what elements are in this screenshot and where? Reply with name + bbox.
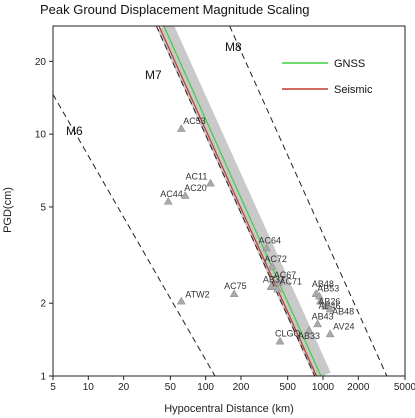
magnitude-label-m6: M6 (66, 124, 83, 138)
station-label-ab37: AB37 (263, 274, 285, 284)
y-tick-label: 10 (35, 130, 47, 141)
station-label-ac75: AC75 (224, 281, 247, 291)
station-marker-atw2 (176, 296, 186, 305)
station-marker-ab33 (304, 325, 314, 334)
x-tick-label: 20 (118, 382, 130, 393)
x-tick-label: 2000 (347, 382, 370, 393)
station-marker-ac75 (229, 289, 239, 297)
station-marker-ac64 (262, 243, 271, 252)
station-marker-ac53 (176, 124, 186, 132)
magnitude-line-m7 (155, 26, 316, 376)
chart-title: Peak Ground Displacement Magnitude Scali… (40, 2, 310, 17)
x-tick-label: 500 (279, 382, 296, 393)
station-label-av24: AV24 (333, 321, 354, 331)
station-marker-ac11 (206, 178, 215, 187)
station-marker-ab43 (313, 319, 323, 328)
station-marker-ac71 (273, 284, 282, 293)
legend-label-seismic: Seismic (334, 84, 373, 96)
station-label-ab43: AB43 (312, 311, 334, 321)
x-tick-label: 200 (233, 382, 250, 393)
legend: GNSS Seismic (272, 42, 380, 106)
station-label-ac64: AC64 (258, 235, 281, 245)
plot-area: M6 M7 M8 5 10 20 50 100 200 500 1000 2000 5000 1 2 5 10 2… (35, 25, 415, 393)
x-tick-label: 1000 (312, 382, 335, 393)
station-marker-ab26 (315, 296, 325, 305)
station-marker-ab37 (266, 282, 276, 291)
x-tick-label: 5000 (394, 382, 415, 393)
station-label-ac11: AC11 (186, 172, 208, 182)
x-tick-label: 5 (50, 382, 56, 393)
station-marker-ac67 (274, 277, 284, 286)
y-tick-label: 1 (40, 372, 46, 383)
magnitude-line-m6 (53, 94, 216, 376)
station-label-ab48: AB48 (312, 279, 334, 289)
y-tick-label: 2 (40, 299, 46, 310)
y-tick-label: 20 (35, 57, 47, 68)
fit-line-seismic (158, 26, 318, 376)
magnitude-label-m8: M8 (225, 40, 242, 54)
station-marker-ac44 (163, 196, 173, 205)
uncertainty-band (157, 26, 331, 376)
station-marker-clgo (275, 336, 285, 345)
station-marker-ab48b (325, 304, 335, 313)
magnitude-label-bg-m7 (142, 67, 167, 82)
y-tick-label: 5 (40, 202, 46, 213)
station-marker-av24 (325, 329, 335, 338)
x-axis-title: Hypocentral Distance (km) (164, 403, 294, 415)
y-axis-title: PGD(cm) (2, 187, 14, 233)
plot-frame (52, 25, 406, 377)
fit-line-gnss (163, 26, 322, 376)
x-tick-label: 100 (197, 382, 214, 393)
x-tick-label: 50 (165, 382, 177, 393)
station-label-ac44: AC44 (160, 189, 183, 199)
legend-label-gnss: GNSS (334, 58, 365, 70)
station-label-ac20: AC20 (184, 183, 207, 193)
station-label-atw2: ATW2 (185, 290, 209, 300)
station-label-ac67: AC67 (274, 270, 297, 280)
station-label-ab33: AB33 (298, 331, 320, 341)
station-label-ac72: AC72 (264, 254, 287, 264)
station-marker-ac72 (267, 261, 277, 270)
station-label-ac71: AC71 (280, 277, 303, 287)
x-tick-label: 10 (83, 382, 95, 393)
station-label-clgo: CLGO (275, 329, 301, 339)
station-label-ac53: AC53 (183, 116, 206, 126)
station-marker-ac20 (180, 191, 190, 199)
station-label-ab48b: AB48 (332, 307, 354, 317)
plot-content (53, 26, 388, 376)
station-label-ab53: AB53 (317, 284, 339, 294)
legend-box (272, 42, 380, 106)
station-label-ab26: AB26 (318, 297, 340, 307)
magnitude-label-m7: M7 (145, 68, 162, 82)
magnitude-line-m8 (229, 26, 388, 376)
station-marker-ab46 (321, 301, 330, 310)
